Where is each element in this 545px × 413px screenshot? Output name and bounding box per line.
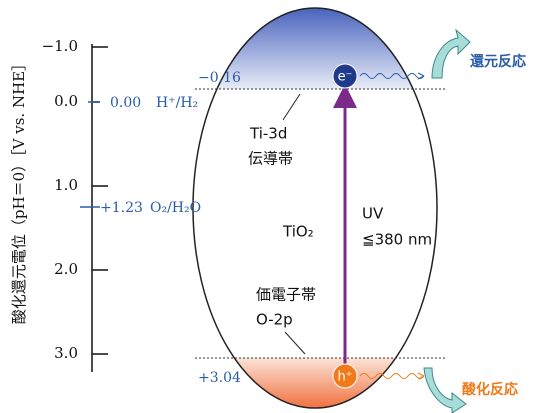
pointer (285, 332, 305, 354)
reduction-arrow (432, 30, 470, 78)
vb-orbital: O-2p (256, 311, 293, 329)
tick-label: 1.0 (54, 176, 78, 194)
couple-label: H⁺/H₂ (156, 95, 198, 111)
band-fills (180, 0, 460, 413)
uv-label: UV (362, 205, 384, 223)
electron-label: e⁻ (338, 70, 353, 85)
oxidation-label: 酸化反応 (462, 381, 518, 398)
tick-label: −1.0 (42, 37, 78, 55)
couple-potential: 0.00 (110, 95, 141, 111)
cb-orbital: Ti-3d (249, 125, 287, 143)
tick-label: 2.0 (54, 260, 78, 278)
band-diagram: −1.0 0.0 1.0 2.0 3.0 酸化還元電位（pH＝0）［V vs. … (0, 0, 545, 413)
hole-label: h⁺ (337, 370, 352, 385)
cb-potential: −0.16 (198, 70, 241, 86)
cb-name: 伝導帯 (248, 150, 293, 168)
oxidation-arrow (424, 368, 466, 413)
vb-potential: +3.04 (198, 370, 241, 386)
tick-label: 0.0 (54, 92, 78, 110)
pointer (283, 94, 300, 120)
couple-potential: +1.23 (100, 200, 143, 216)
vb-name: 価電子帯 (256, 286, 316, 304)
tick-label: 3.0 (54, 344, 78, 362)
semiconductor-name: TiO₂ (282, 223, 314, 241)
couple-label: O₂/H₂O (150, 200, 201, 216)
uv-wavelength: ≦380 nm (362, 231, 432, 249)
axis-label: 酸化還元電位（pH＝0）［V vs. NHE］ (10, 56, 28, 324)
reduction-label: 還元反応 (470, 53, 526, 70)
